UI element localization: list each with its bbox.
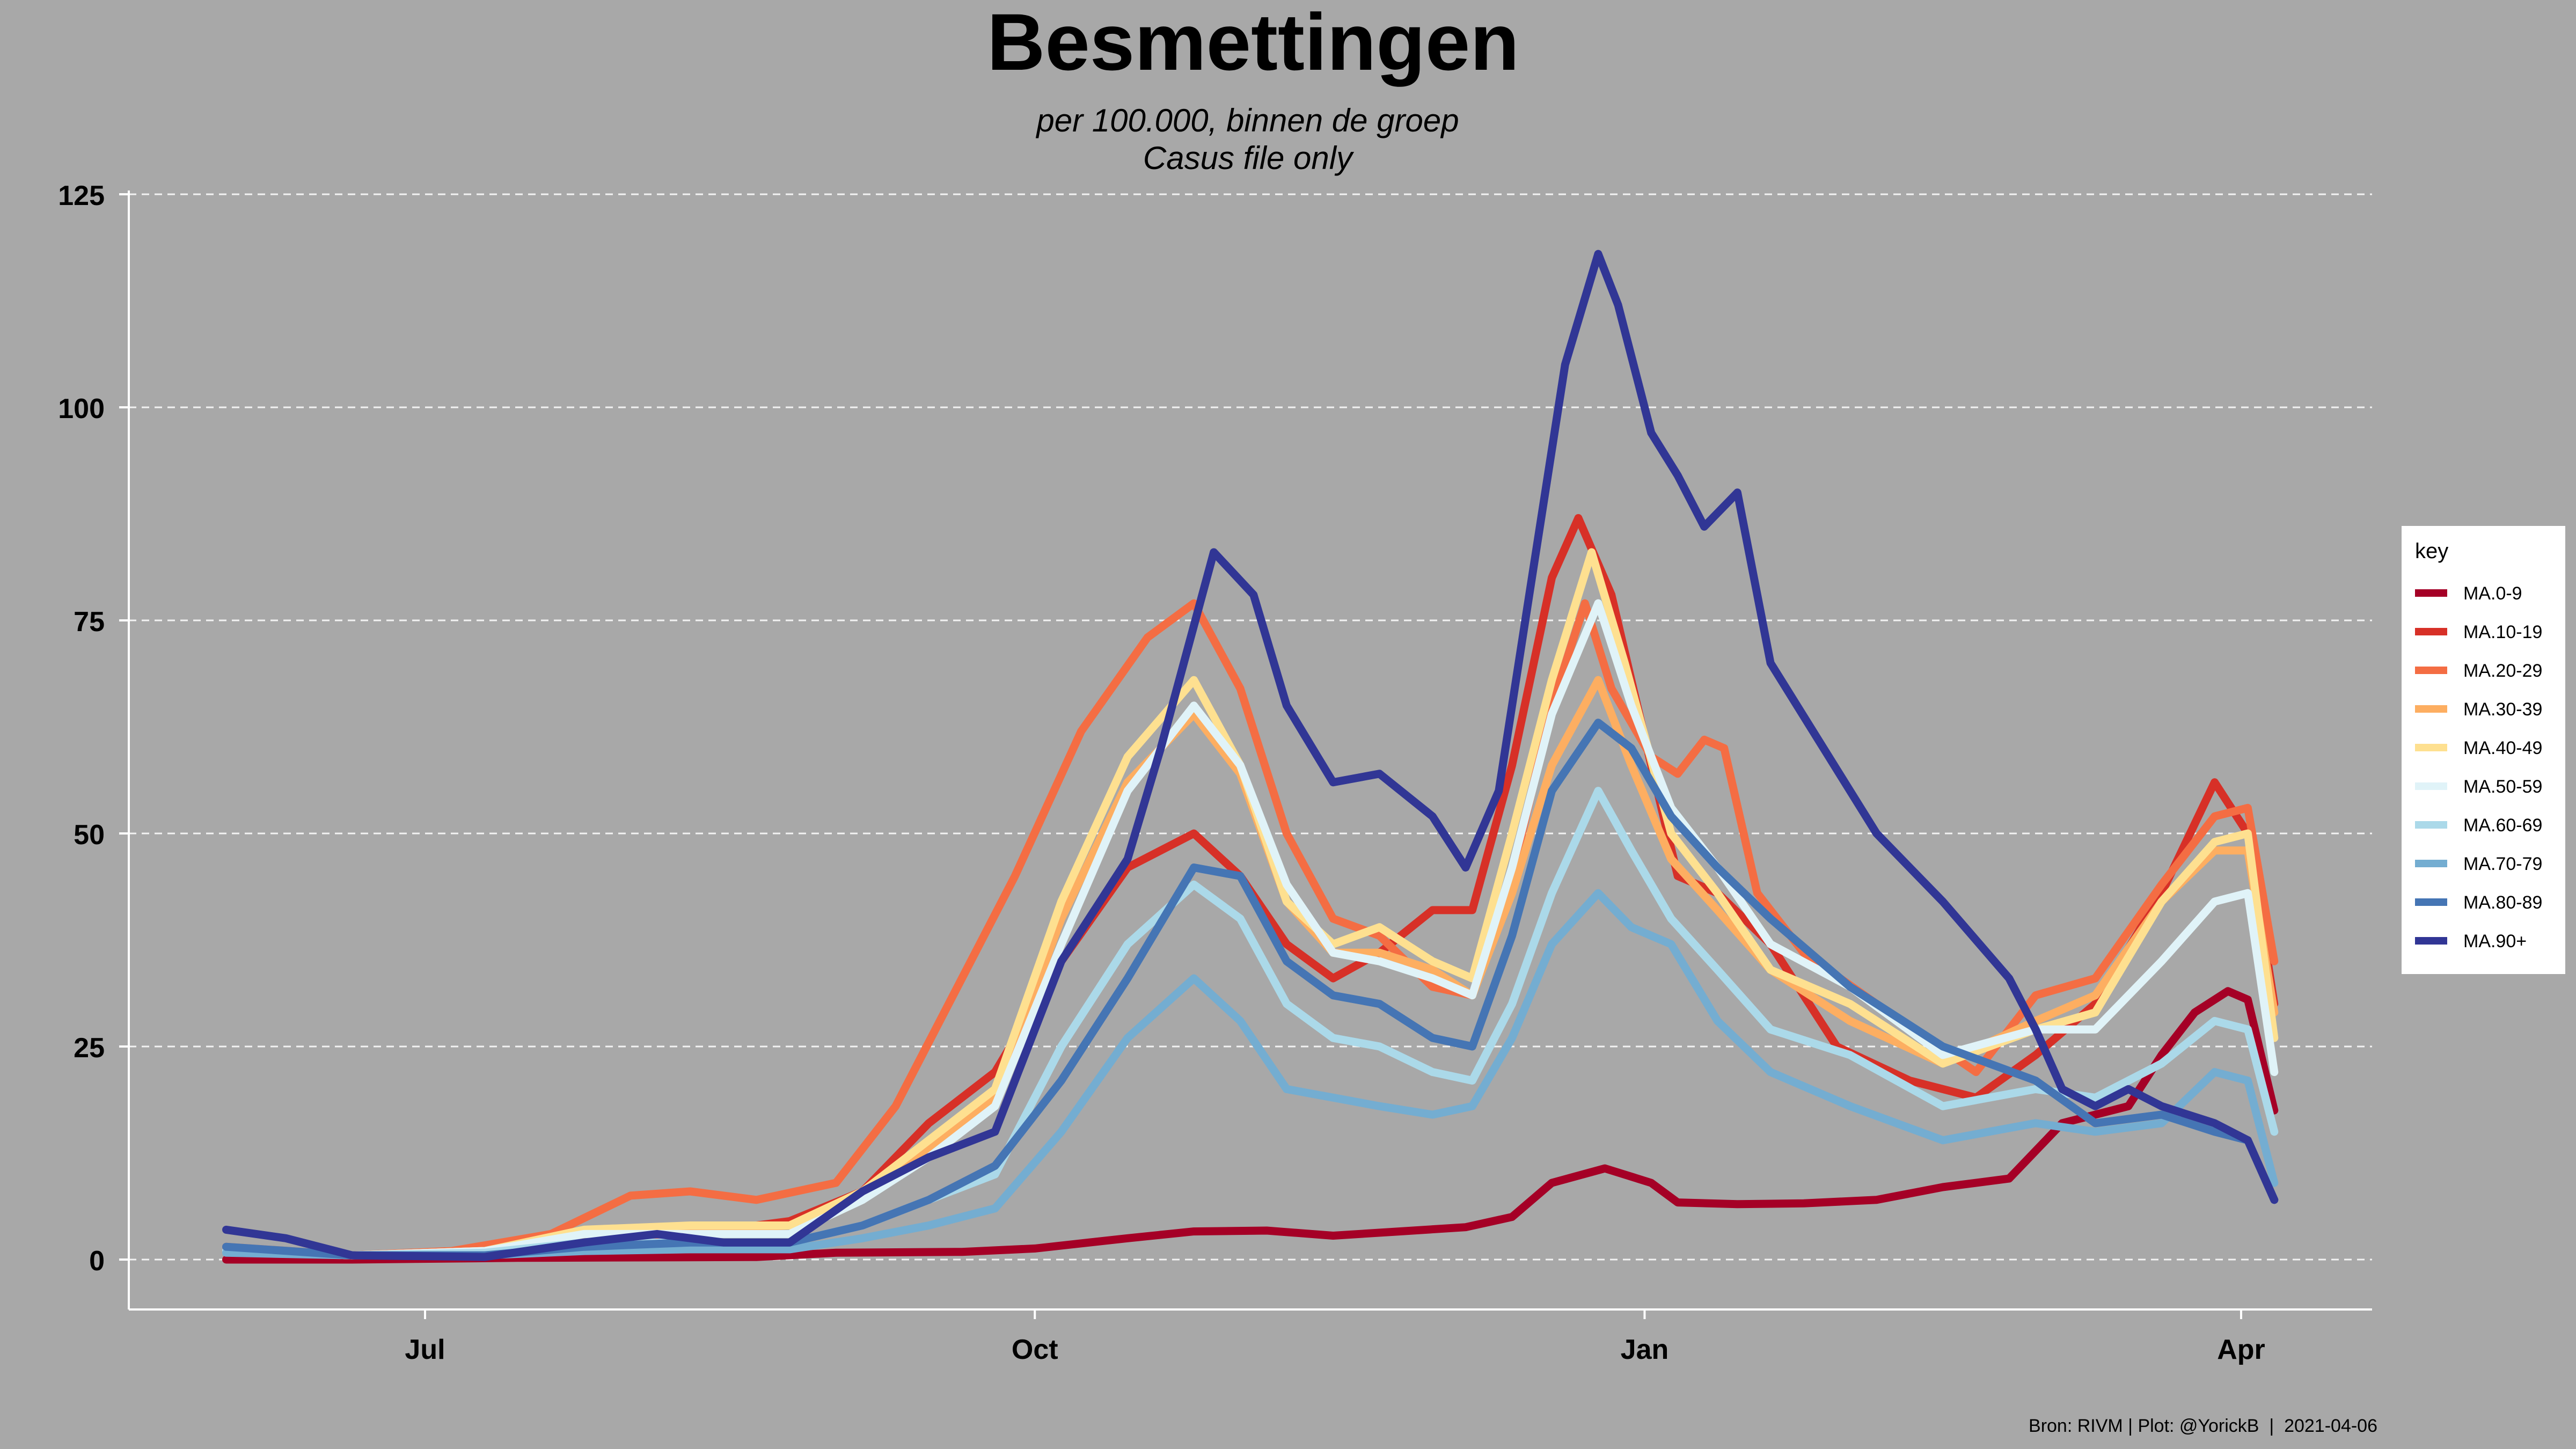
legend-label-ma-30-39: MA.30-39 bbox=[2463, 699, 2542, 720]
legend-label-ma-50-59: MA.50-59 bbox=[2463, 777, 2542, 797]
legend-label-ma-60-69: MA.60-69 bbox=[2463, 815, 2542, 836]
x-tick-label-jan: Jan bbox=[1621, 1334, 1669, 1365]
legend-label-ma-10-19: MA.10-19 bbox=[2463, 622, 2542, 642]
axes: 0 25 50 75 100 125 Jul Oct Jan Apr bbox=[58, 180, 2372, 1365]
legend-label-ma-20-29: MA.20-29 bbox=[2463, 661, 2542, 681]
series-line-ma-0-9 bbox=[222, 987, 2279, 1264]
series-line-ma-80-89 bbox=[222, 719, 2279, 1260]
y-tick-label-125: 125 bbox=[58, 180, 105, 211]
chart-title: Besmettingen bbox=[987, 0, 1519, 87]
y-tick-label-100: 100 bbox=[58, 393, 105, 425]
chart-subtitle-line1: per 100.000, binnen de groep bbox=[1035, 103, 1459, 138]
series-lines bbox=[222, 250, 2279, 1264]
x-tick-label-oct: Oct bbox=[1012, 1334, 1058, 1365]
y-tick-label-50: 50 bbox=[74, 819, 105, 851]
legend-label-ma-0-9: MA.0-9 bbox=[2463, 583, 2522, 604]
legend-label-ma-40-49: MA.40-49 bbox=[2463, 738, 2542, 758]
x-tick-label-jul: Jul bbox=[405, 1334, 445, 1365]
legend-label-ma-80-89: MA.80-89 bbox=[2463, 892, 2542, 913]
chart-caption: Bron: RIVM | Plot: @YorickB | 2021-04-06 bbox=[2029, 1416, 2377, 1436]
chart-subtitle-line2: Casus file only bbox=[1143, 140, 1355, 176]
y-tick-label-25: 25 bbox=[74, 1033, 105, 1064]
legend-label-ma-90-: MA.90+ bbox=[2463, 931, 2527, 952]
series-line-ma-90- bbox=[222, 250, 2279, 1261]
legend-label-ma-70-79: MA.70-79 bbox=[2463, 854, 2542, 874]
x-tick-label-apr: Apr bbox=[2217, 1334, 2265, 1365]
legend: key MA.0-9 MA.10-19 MA.20-29 MA.30-39 MA.40-4… bbox=[2402, 526, 2565, 974]
series-line-ma-70-79 bbox=[222, 889, 2279, 1260]
legend-title: key bbox=[2415, 539, 2448, 563]
y-tick-label-0: 0 bbox=[89, 1246, 105, 1277]
y-tick-label-75: 75 bbox=[74, 606, 105, 638]
